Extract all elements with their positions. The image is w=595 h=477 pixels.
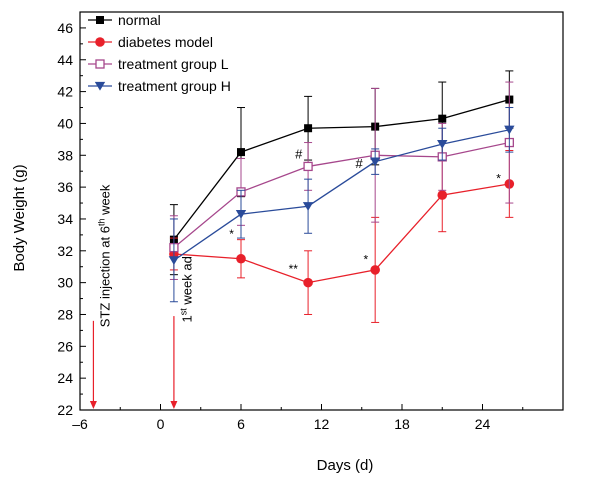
significance-mark: # — [355, 156, 363, 171]
y-tick-label: 38 — [57, 147, 73, 163]
data-point — [302, 202, 314, 211]
legend-label: treatment group H — [118, 78, 231, 94]
x-tick-label: 18 — [394, 416, 410, 432]
annotation-text: week — [98, 184, 113, 218]
legend: normal diabetes model treatment group L tre… — [88, 12, 231, 94]
y-tick-label: 32 — [57, 243, 73, 259]
annotation-superscript: st — [178, 308, 188, 316]
legend-item: treatment group L — [88, 56, 229, 72]
data-point — [438, 114, 447, 123]
y-tick-label: 40 — [57, 115, 73, 131]
y-axis-title: Body Weight (g) — [11, 164, 28, 271]
y-tick-label: 44 — [57, 52, 73, 68]
injection-annotation: 1st week ad — [170, 256, 194, 409]
annotation-label: STZ injection at 6th week — [97, 184, 113, 327]
series-layer — [168, 70, 515, 323]
significance-mark: * — [229, 227, 234, 241]
data-point — [369, 157, 381, 167]
data-point — [370, 265, 380, 275]
x-tick-label: 12 — [314, 416, 330, 432]
data-point — [168, 256, 180, 266]
annotation-text: STZ injection at 6 — [98, 226, 113, 327]
y-tick-label: 42 — [57, 84, 73, 100]
y-tick-label: 28 — [57, 306, 73, 322]
series-line — [173, 183, 510, 284]
y-tick-label: 46 — [57, 20, 73, 36]
significance-mark: ** — [289, 262, 299, 276]
data-point — [303, 277, 313, 288]
data-point — [504, 125, 515, 135]
data-point — [304, 124, 313, 133]
legend-marker — [94, 81, 106, 91]
y-tick-label: 26 — [57, 338, 73, 354]
legend-item: treatment group H — [88, 78, 231, 94]
x-tick-label: 0 — [157, 416, 165, 432]
legend-label: treatment group L — [118, 56, 229, 72]
y-tick-label: 24 — [57, 370, 73, 386]
y-tick-label: 34 — [57, 211, 73, 227]
series-diabetes-model — [169, 150, 515, 323]
series-treatment-group-h — [168, 107, 515, 303]
significance-mark: * — [496, 171, 501, 185]
x-tick-label: 6 — [237, 416, 245, 432]
y-tick-label: 30 — [57, 275, 73, 291]
series-line — [173, 129, 510, 261]
y-tick-label: 36 — [57, 179, 73, 195]
data-point — [235, 210, 247, 219]
annotation-label: 1st week ad — [178, 256, 194, 322]
annotation-text: 1 — [179, 315, 194, 322]
data-point — [437, 190, 448, 200]
legend-item: normal — [88, 12, 161, 28]
legend-marker — [96, 16, 104, 24]
legend-marker — [95, 37, 105, 47]
annotation-arrow-head — [89, 401, 97, 409]
data-point — [437, 139, 448, 149]
data-point — [236, 253, 246, 264]
annotation-text: week ad — [179, 256, 194, 308]
data-point — [303, 161, 313, 172]
x-tick-label: 24 — [475, 416, 491, 432]
legend-label: diabetes model — [118, 34, 213, 50]
data-point — [237, 148, 245, 157]
legend-label: normal — [118, 12, 161, 28]
significance-mark: # — [295, 146, 303, 161]
annotation-arrow-head — [170, 401, 178, 409]
series-normal — [169, 70, 514, 276]
series-treatment-group-l — [169, 81, 514, 280]
x-axis-title: Days (d) — [317, 457, 374, 474]
series-line — [173, 98, 510, 241]
x-tick-label: –6 — [72, 416, 88, 432]
y-tick-label: 22 — [57, 402, 73, 418]
significance-mark: * — [363, 253, 368, 267]
injection-annotation: STZ injection at 6th week — [89, 184, 113, 409]
legend-marker — [95, 59, 105, 69]
series-line — [173, 141, 510, 249]
axes: –6 0 6 12 18 24 22 24 26 28 30 32 34 36 38 40 42 44 46 — [57, 11, 564, 432]
legend-item: diabetes model — [88, 34, 213, 50]
annotation-superscript: th — [97, 219, 107, 227]
